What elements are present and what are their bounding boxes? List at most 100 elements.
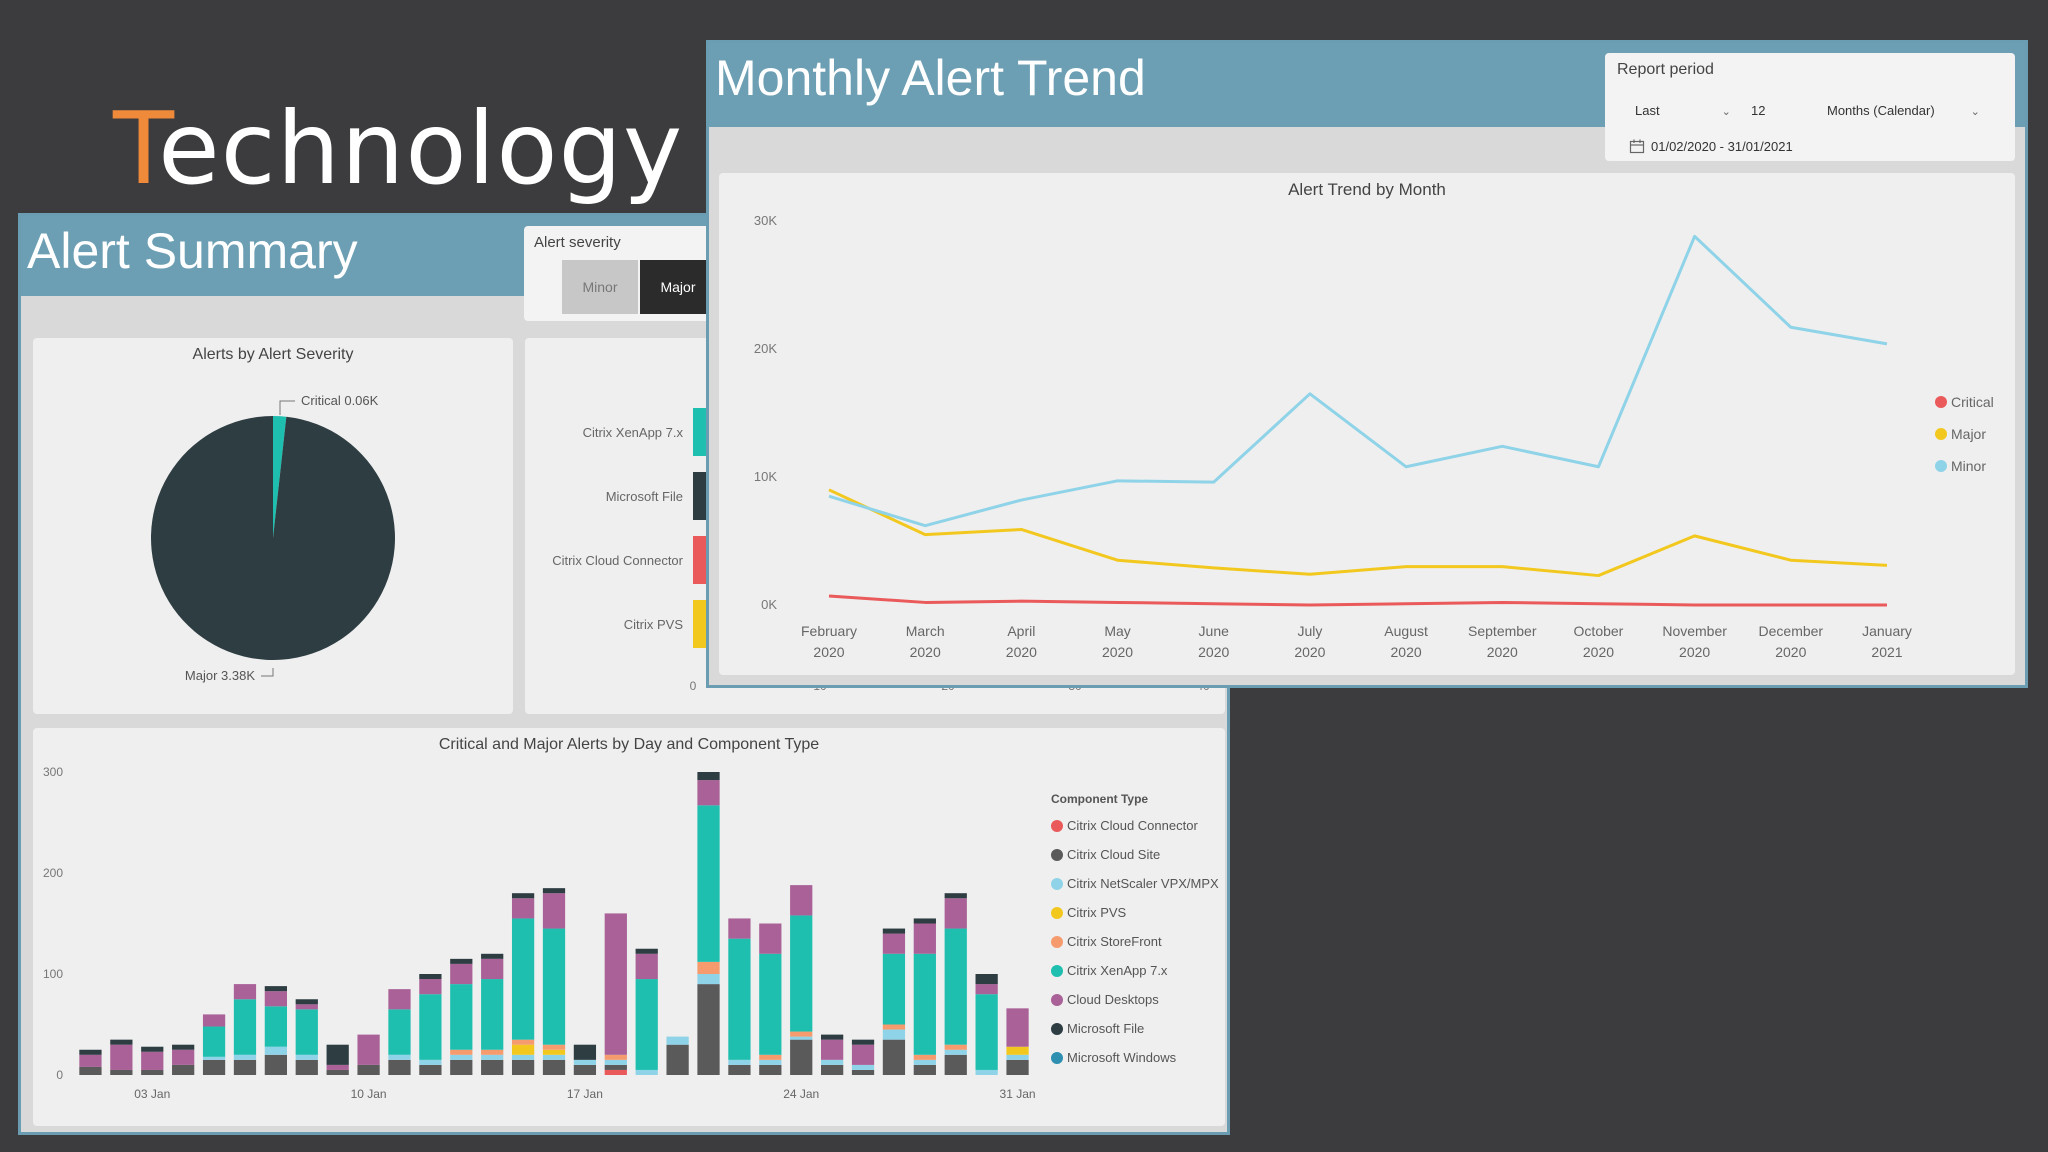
stacked-bar-segment [851,1069,875,1075]
stacked-bar-segment [975,984,998,995]
stacked-bar-segment [635,948,658,954]
severity-major-button[interactable]: Major [640,260,716,314]
stacked-bar-segment [790,1031,813,1037]
stacked-bar-segment [110,1069,133,1075]
trend-legend-label: Major [1951,426,1986,442]
stacked-bar-segment [172,1049,195,1065]
stacked-bar-segment [882,953,906,1025]
report-period-label: Report period [1617,61,1714,78]
period-mode-value: Last [1635,103,1660,118]
legend-dot [1051,878,1063,890]
trend-line-major [828,488,1888,578]
trend-line-minor [828,234,1888,528]
stacked-bar-segment [511,1059,535,1075]
pie-leader-major [261,668,274,677]
hbar-category-label: Citrix PVS [624,617,684,632]
trend-x-tick: February 2020 [801,623,857,660]
pie-chart-title: Alerts by Alert Severity [192,346,354,363]
stacked-bar-segment [1006,1046,1029,1055]
period-unit-value: Months (Calendar) [1827,103,1935,118]
stacked-bar-segment [264,986,287,992]
trend-y-tick: 30K [754,213,777,228]
stacked-bar-segment [481,1049,504,1055]
period-unit-select[interactable]: Months (Calendar) ⌄ [1827,103,1980,118]
stacked-bar-segment [697,984,720,1075]
stacked-bar-segment [790,1036,813,1040]
stacked-bar-segment [913,1064,936,1075]
calendar-icon [1629,139,1645,154]
chevron-down-icon: ⌄ [1970,106,1980,118]
stacked-bar-segment [233,984,257,1000]
stacked-bar-segment [295,1054,318,1060]
stacked-bar-segment [913,923,936,954]
stacked-bar-segment [790,915,813,1032]
stacked-bar-segment [728,918,751,939]
trend-legend-dot [1935,396,1947,408]
stacked-bar-segment [759,1064,782,1075]
trend-line-critical [828,594,1887,607]
stacked-bar-segment [882,1039,906,1075]
stacked-bar-segment [821,1059,844,1065]
alert-summary-title: Alert Summary [27,223,358,279]
stacked-bar-segment [542,1044,566,1050]
trend-x-tick: June 2020 [1198,623,1229,660]
stacked-bar-segment [481,953,504,959]
stacked-bar-segment [511,1039,535,1045]
stacked-bar-segment [542,1054,566,1060]
stacked-bar-segment [511,893,535,899]
stacked-bar-segment [759,1059,782,1065]
period-mode-select[interactable]: Last ⌄ [1635,103,1731,118]
period-count-input[interactable]: 12 [1751,103,1766,118]
stacked-legend-label: Cloud Desktops [1067,992,1159,1007]
period-date-range[interactable]: 01/02/2020 - 31/01/2021 [1629,138,1793,154]
trend-y-tick: 20K [754,341,777,356]
stacked-bar-segment [944,1044,967,1050]
stacked-bar-segment [264,1046,287,1055]
hbar-category-label: Citrix XenApp 7.x [583,425,684,440]
alert-severity-label: Alert severity [534,234,621,251]
stacked-bar-segment [697,780,720,806]
stacked-bar-segment [172,1044,195,1050]
stacked-legend-label: Citrix XenApp 7.x [1067,963,1168,978]
stacked-bar-segment [821,1039,844,1060]
severity-minor-button[interactable]: Minor [562,260,638,314]
stacked-bar-segment [481,1059,504,1075]
trend-x-tick: August 2020 [1384,623,1428,660]
stacked-bar-segment [944,1049,967,1055]
trend-legend-label: Critical [1951,394,1994,410]
stacked-bar-segment [1006,1059,1029,1075]
stacked-bar-segment [419,1064,442,1075]
stacked-bar-segment [759,923,782,954]
period-date-range-text: 01/02/2020 - 31/01/2021 [1651,138,1793,154]
stacked-bar-segment [1006,1008,1029,1047]
hbar-category-label: Microsoft File [606,489,683,504]
stacked-bar-segment [573,1059,597,1065]
stacked-bar-segment [481,958,504,980]
stacked-bar-segment [635,953,658,980]
trend-chart-card: Alert Trend by Month 30K 20K 10K 0K February 2… [719,173,2015,675]
stacked-x-tick: 31 Jan [1000,1087,1036,1101]
stacked-bar-segment [419,1059,442,1065]
stacked-bar-segment [110,1039,133,1045]
monthly-trend-panel: Monthly Alert Trend Report period Last ⌄ … [706,40,2028,688]
stacked-bar-segment [357,1064,380,1075]
stacked-bar-segment [481,979,504,1050]
stacked-bar-segment [419,994,442,1060]
stacked-bar-segment [666,1036,689,1045]
stacked-bar-segment [913,1054,936,1060]
report-period-filter: Report period Last ⌄ 12 Months (Calendar)… [1605,53,2015,161]
stacked-bar-segment [697,805,720,962]
stacked-bar-segment [264,1006,287,1047]
trend-x-tick: September 2020 [1468,623,1537,660]
stacked-bar-segment [511,1044,535,1055]
stacked-chart-title: Critical and Major Alerts by Day and Com… [438,736,820,753]
stacked-bar-segment [388,1054,411,1060]
stacked-bar-segment [450,1059,473,1075]
stacked-bar-segment [851,1044,875,1065]
legend-dot [1051,936,1063,948]
stacked-bar-segment [975,1069,998,1075]
stacked-bar-segment [728,1064,751,1075]
stacked-bar-segment [573,1064,597,1075]
stacked-bar-segment [233,999,257,1055]
stacked-bar-segment [913,953,936,1055]
